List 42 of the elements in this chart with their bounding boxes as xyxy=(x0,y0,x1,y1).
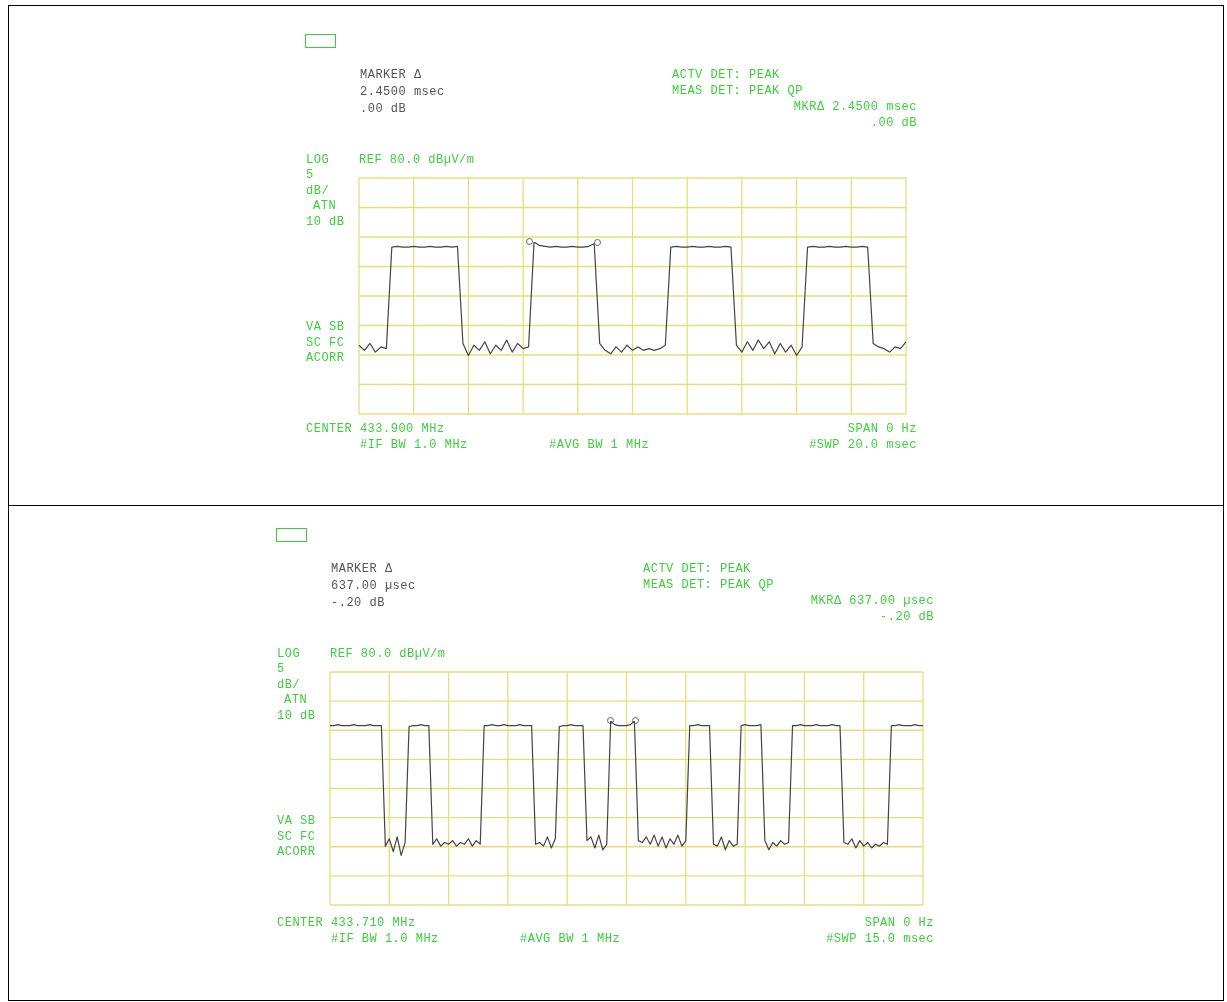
text: CENTER 433.900 MHz xyxy=(306,422,445,436)
text: #SWP 20.0 msec xyxy=(809,438,917,452)
text: ACORR xyxy=(306,351,345,365)
text: ACTV DET: PEAK xyxy=(643,562,751,576)
text: #IF BW 1.0 MHz xyxy=(331,932,439,946)
text: #IF BW 1.0 MHz xyxy=(360,438,468,452)
text: MKRΔ 637.00 µsec xyxy=(810,594,934,608)
text: MEAS DET: PEAK QP xyxy=(672,84,803,98)
text: ACTV DET: PEAK xyxy=(672,68,780,82)
text: #AVG BW 1 MHz xyxy=(520,932,621,946)
text: #AVG BW 1 MHz xyxy=(549,438,650,452)
text: SC FC xyxy=(306,336,345,350)
text: dB/ xyxy=(277,678,301,692)
text: 10 dB xyxy=(306,215,345,229)
text: dB/ xyxy=(306,184,330,198)
text: 10 dB xyxy=(277,709,316,723)
text: SC FC xyxy=(277,830,316,844)
text: CENTER 433.710 MHz xyxy=(277,916,416,930)
text: 2.4500 msec xyxy=(360,85,445,99)
text: LOG xyxy=(306,153,330,167)
text: REF 80.0 dBµV/m xyxy=(330,647,446,661)
text: SPAN 0 Hz xyxy=(864,916,934,930)
text: MEAS DET: PEAK QP xyxy=(643,578,774,592)
text: ATN xyxy=(284,693,308,707)
text: MARKER Δ xyxy=(331,562,393,576)
text: REF 80.0 dBµV/m xyxy=(359,153,475,167)
text: 5 xyxy=(277,662,285,676)
text: SPAN 0 Hz xyxy=(847,422,917,436)
text: 637.00 µsec xyxy=(331,579,416,593)
text: MKRΔ 2.4500 msec xyxy=(793,100,917,114)
text: -.20 dB xyxy=(331,596,385,610)
text: MARKER Δ xyxy=(360,68,422,82)
text: .00 dB xyxy=(870,116,917,130)
text: VA SB xyxy=(277,814,316,828)
text: -.20 dB xyxy=(880,610,934,624)
text: .00 dB xyxy=(360,102,407,116)
text: 5 xyxy=(306,168,314,182)
text: VA SB xyxy=(306,320,345,334)
text: ATN xyxy=(313,199,337,213)
text: #SWP 15.0 msec xyxy=(826,932,934,946)
text: LOG xyxy=(277,647,301,661)
text: ACORR xyxy=(277,845,316,859)
